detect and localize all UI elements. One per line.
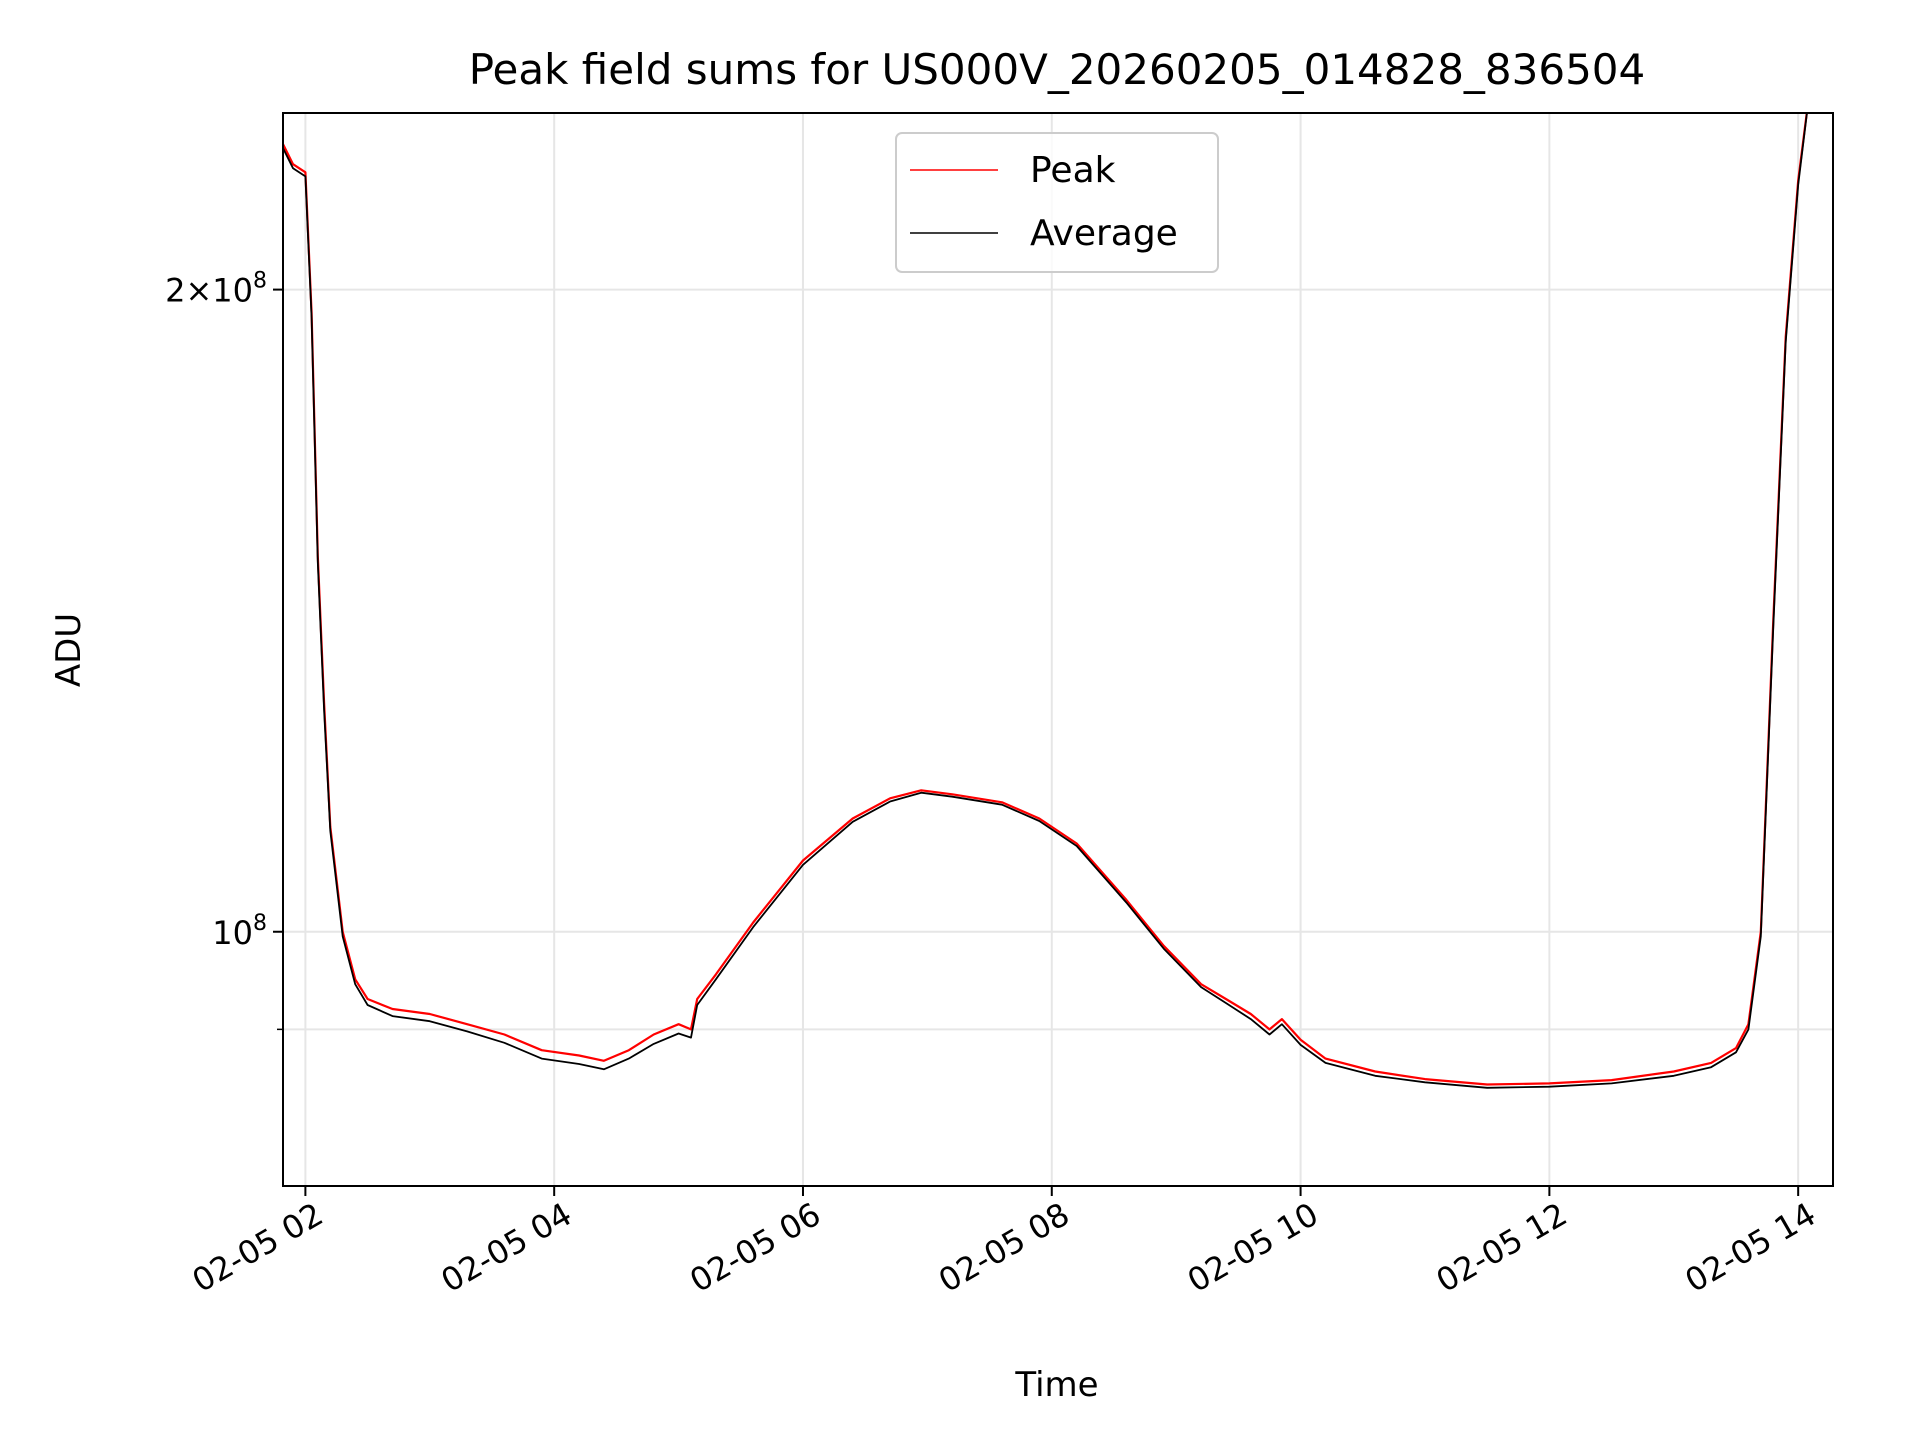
y-tick-label: 2×108 (165, 269, 267, 310)
legend-label-average: Average (1030, 213, 1178, 254)
series-layer (283, 113, 1808, 1089)
y-tick-label: 108 (212, 911, 267, 952)
plot-frame (282, 112, 1834, 1187)
y-axis: 108 2×108 (165, 269, 283, 1031)
x-axis-title: Time (1014, 1365, 1098, 1405)
y-axis-title: ADU (49, 613, 89, 687)
legend-label-peak: Peak (1030, 150, 1116, 191)
chart-title: Peak field sums for US000V_20260205_0148… (469, 45, 1646, 94)
legend-box (895, 132, 1219, 273)
series-line-peak (283, 113, 1808, 1086)
grid (283, 113, 1833, 1186)
legend: Peak Average (895, 132, 1219, 273)
series-line-average (283, 113, 1808, 1089)
